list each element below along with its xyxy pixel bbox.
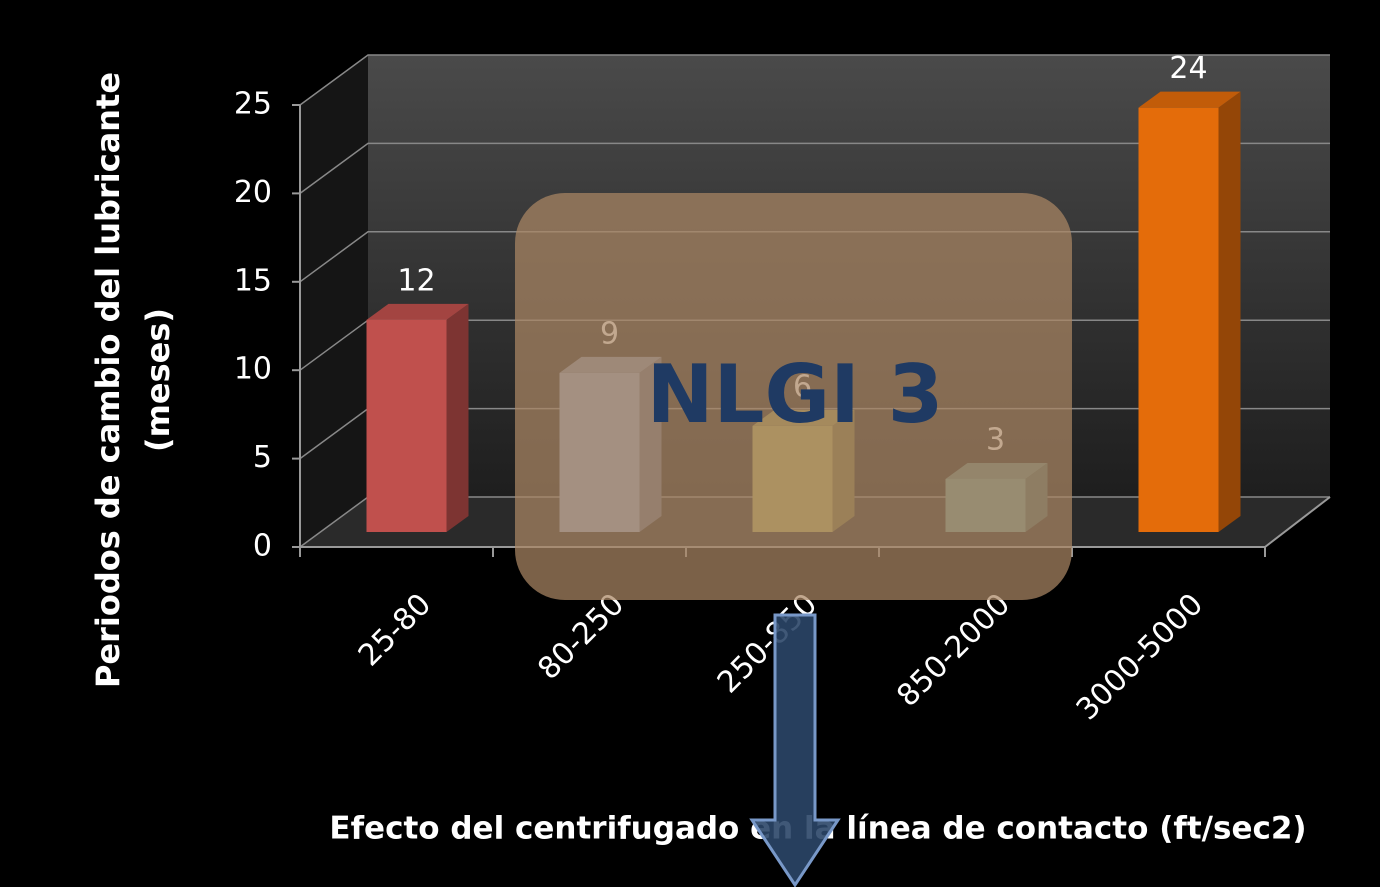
highlight-box <box>515 193 1072 600</box>
bar-top <box>366 303 469 320</box>
bar-side <box>1218 91 1241 533</box>
y-axis-label: (meses) <box>139 308 177 452</box>
y-tick-label: 20 <box>234 175 272 210</box>
grid-line <box>299 54 1330 106</box>
y-tick-label: 15 <box>234 263 272 298</box>
bar <box>1138 91 1241 533</box>
y-tick-label: 10 <box>234 352 272 387</box>
value-label: 12 <box>397 263 435 298</box>
bar <box>366 303 469 532</box>
y-axis-label: Periodos de cambio del lubricante <box>89 72 127 688</box>
y-tick-label: 0 <box>253 529 272 564</box>
floor-edge <box>1264 496 1331 548</box>
value-label: 24 <box>1169 51 1207 86</box>
y-tick-label: 25 <box>234 87 272 122</box>
arrow <box>749 613 841 887</box>
annotation: NLGI 3 <box>647 348 944 441</box>
bar-front <box>366 319 447 532</box>
grid-line <box>299 142 1330 195</box>
bar-top <box>1138 91 1241 108</box>
bar-side <box>446 303 469 532</box>
y-tick-label: 5 <box>253 440 272 475</box>
bar-front <box>1138 107 1219 533</box>
side-wall <box>300 55 368 547</box>
